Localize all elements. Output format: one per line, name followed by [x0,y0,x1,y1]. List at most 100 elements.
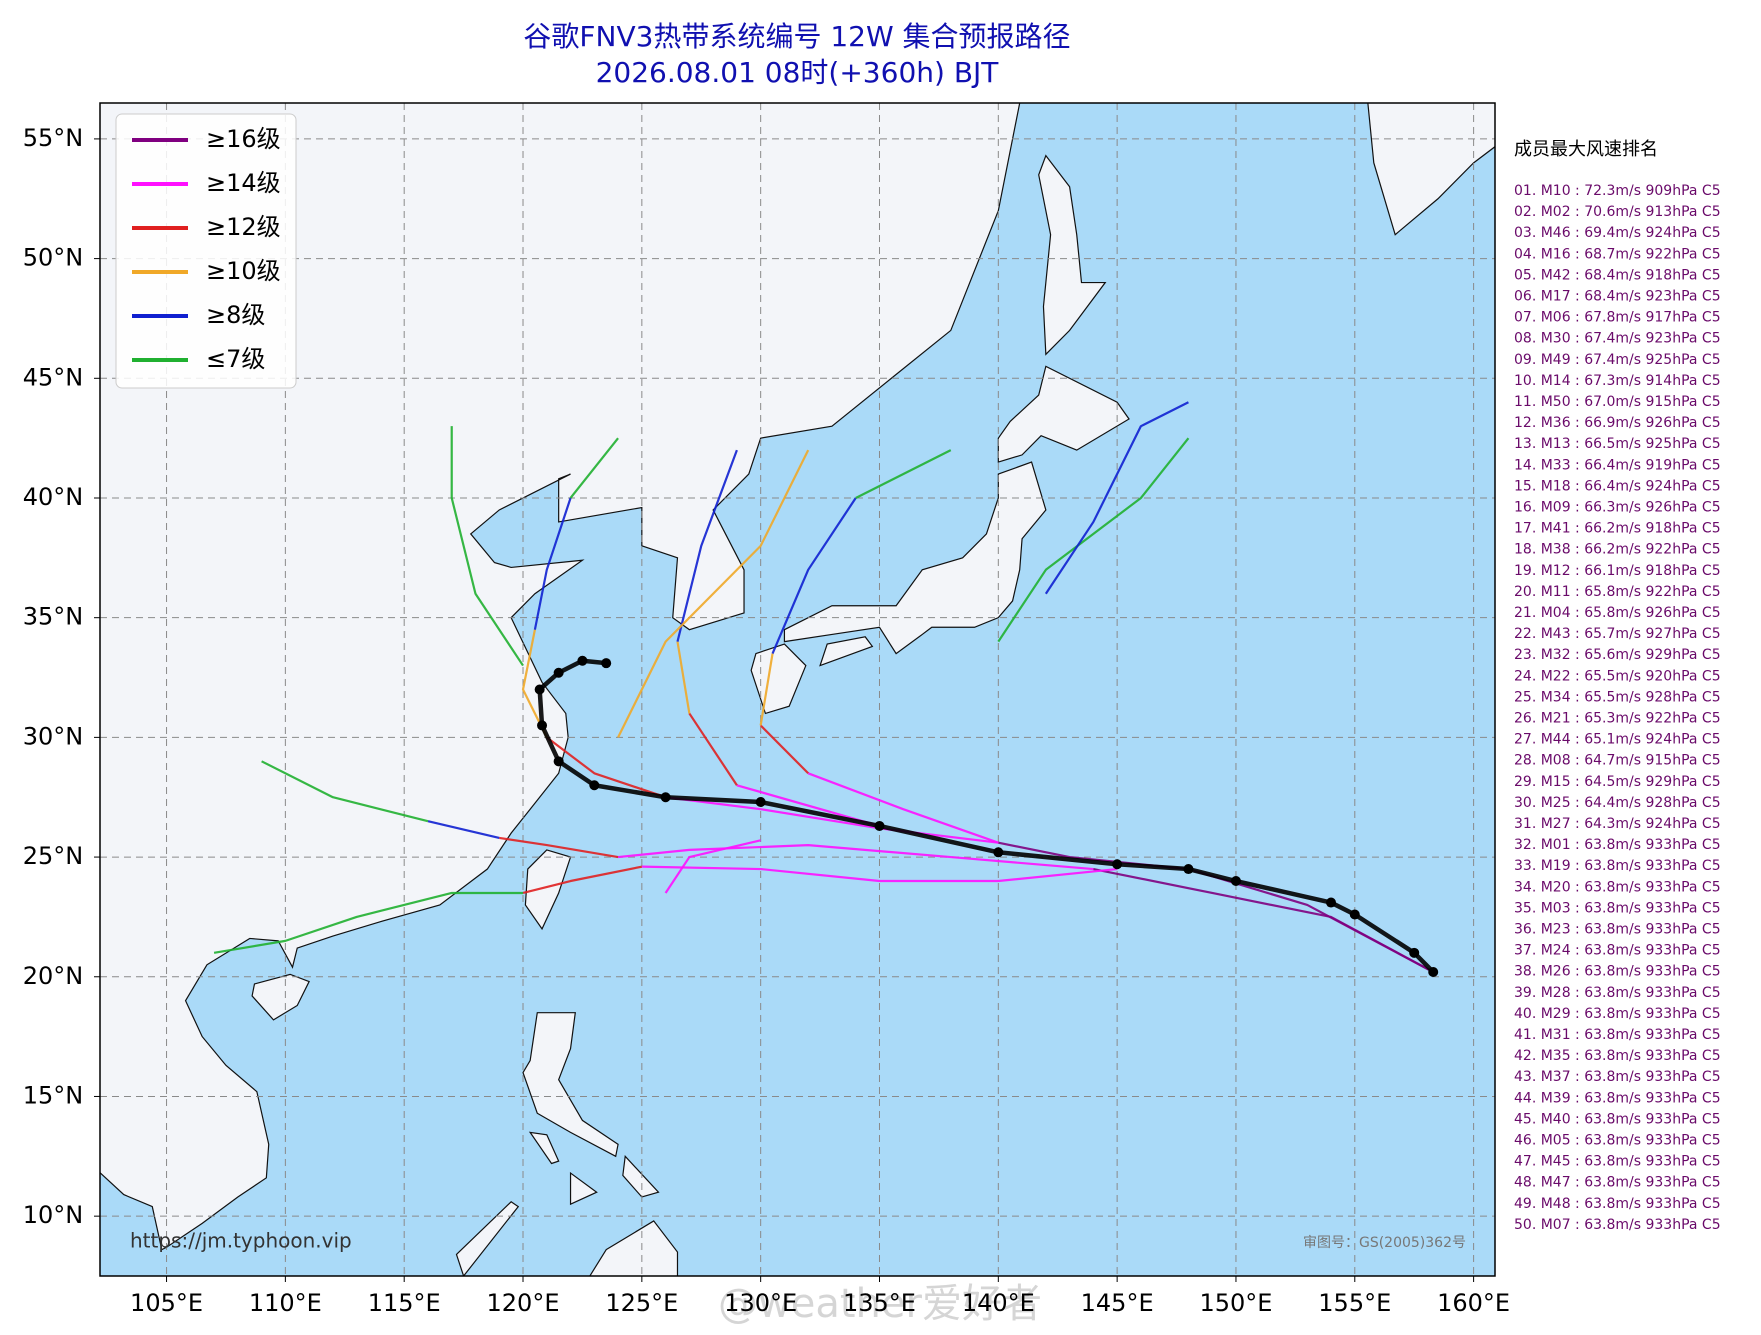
landmass [1038,154,1107,356]
ranking-item: 03. M46 : 69.4m/s 924hPa C5 [1514,225,1721,241]
x-tick-label: 115°E [368,1289,441,1317]
ranking-item: 49. M48 : 63.8m/s 933hPa C5 [1514,1196,1721,1212]
member-track [759,653,774,726]
mean-track-point [993,847,1004,858]
ranking-item: 28. M08 : 64.7m/s 915hPa C5 [1514,753,1721,769]
mean-track-point [1112,859,1123,870]
x-tick-label: 150°E [1199,1289,1272,1317]
ranking-item: 36. M23 : 63.8m/s 933hPa C5 [1514,922,1721,938]
mean-track-point [1409,947,1420,958]
x-tick-label: 140°E [962,1289,1035,1317]
landmass [251,973,310,1021]
ranking-item: 37. M24 : 63.8m/s 933hPa C5 [1514,943,1721,959]
ranking-item: 43. M37 : 63.8m/s 933hPa C5 [1514,1069,1721,1085]
member-track [522,865,643,895]
ranking-item: 05. M42 : 68.4m/s 918hPa C5 [1514,267,1721,283]
ranking-item: 20. M11 : 65.8m/s 922hPa C5 [1514,584,1721,600]
land [100,103,1495,1276]
ranking-item: 21. M04 : 65.8m/s 926hPa C5 [1514,605,1721,621]
mean-track-point [537,720,548,731]
ranking-item: 29. M15 : 64.5m/s 929hPa C5 [1514,774,1721,790]
mean-track-point [601,658,612,669]
y-tick-label: 40°N [23,483,84,511]
member-track [855,449,952,499]
ranking-item: 39. M28 : 63.8m/s 933hPa C5 [1514,985,1721,1001]
member-track [676,449,738,642]
ranking-item: 33. M19 : 63.8m/s 933hPa C5 [1514,858,1721,874]
ranking-item: 11. M50 : 67.0m/s 915hPa C5 [1514,394,1721,410]
legend: ≥16级 ≥14级 ≥12级 ≥10级 ≥8级 ≤7级 [132,125,281,373]
ranking-item: 40. M29 : 63.8m/s 933hPa C5 [1514,1006,1721,1022]
ranking-item: 07. M06 : 67.8m/s 917hPa C5 [1514,310,1721,326]
ranking-item: 04. M16 : 68.7m/s 922hPa C5 [1514,246,1721,262]
ranking-item: 19. M12 : 66.1m/s 918hPa C5 [1514,563,1721,579]
member-track [450,426,524,667]
ranking-item: 08. M30 : 67.4m/s 923hPa C5 [1514,331,1721,347]
member-track [1093,867,1434,973]
member-track [546,736,666,799]
y-tick-label: 20°N [23,962,84,990]
legend-label: ≤7级 [206,345,265,373]
mean-track-point [534,684,545,695]
ranking-item: 14. M33 : 66.4m/s 919hPa C5 [1514,457,1721,473]
ranking-item: 06. M17 : 68.4m/s 923hPa C5 [1514,289,1721,305]
ranking-item: 16. M09 : 66.3m/s 926hPa C5 [1514,500,1721,516]
member-track [1044,401,1189,595]
landmass [819,636,874,667]
member-track [997,437,1190,643]
landmass [528,1131,560,1165]
y-tick-label: 25°N [23,842,84,870]
tracks [213,401,1439,977]
legend-label: ≥8级 [206,301,265,329]
landmass [522,1012,619,1158]
legend-label: ≥16级 [206,125,281,153]
x-tick-label: 125°E [605,1289,678,1317]
ranking-item: 50. M07 : 63.8m/s 933hPa C5 [1514,1217,1721,1233]
ranking-item: 12. M36 : 66.9m/s 926hPa C5 [1514,415,1721,431]
x-tick-label: 110°E [249,1289,322,1317]
member-track [664,839,761,894]
member-track [617,449,810,738]
title: 谷歌FNV3热带系统编号 12W 集合预报路径 [523,20,1070,53]
mean-track-point [553,667,564,678]
source-url: https://jm.typhoon.vip [130,1229,352,1253]
y-tick-label: 50°N [23,244,84,272]
ranking-item: 02. M02 : 70.6m/s 913hPa C5 [1514,204,1721,220]
mean-track-point [1428,966,1439,977]
ranking-item: 34. M20 : 63.8m/s 933hPa C5 [1514,879,1721,895]
member-track [499,836,619,859]
ranking-item: 47. M45 : 63.8m/s 933hPa C5 [1514,1154,1721,1170]
x-tick-label: 130°E [724,1289,797,1317]
ranking-item: 44. M39 : 63.8m/s 933hPa C5 [1514,1090,1721,1106]
member-track [569,437,619,499]
plot-frame [99,102,1496,1277]
mean-track-point [1230,876,1241,887]
ranking-item: 38. M26 : 63.8m/s 933hPa C5 [1514,964,1721,980]
ranking-item: 27. M44 : 65.1m/s 924hPa C5 [1514,732,1721,748]
y-tick-label: 30°N [23,722,84,750]
ranking-title: 成员最大风速排名 [1514,139,1658,160]
y-tick-label: 55°N [23,124,84,152]
watermark: @weather爱好者 [718,1281,1042,1327]
ranking-item: 32. M01 : 63.8m/s 933hPa C5 [1514,837,1721,853]
member-track [617,844,1094,871]
ranking-item: 48. M47 : 63.8m/s 933hPa C5 [1514,1175,1721,1191]
mean-track-point [577,655,588,666]
y-tick-label: 10°N [23,1201,84,1229]
member-track [771,497,857,655]
mean-track-point [874,820,885,831]
approval-number: 审图号：GS(2005)362号 [1303,1235,1466,1251]
member-track [533,497,572,630]
member-track [521,629,548,738]
ranking-list: 01. M10 : 72.3m/s 909hPa C5 02. M02 : 70.… [1514,183,1721,1233]
ranking-item: 31. M27 : 64.3m/s 924hPa C5 [1514,816,1721,832]
ranking-item: 15. M18 : 66.4m/s 924hPa C5 [1514,478,1721,494]
ranking-item: 45. M40 : 63.8m/s 933hPa C5 [1514,1111,1721,1127]
x-tick-label: 135°E [843,1289,916,1317]
ranking-item: 30. M25 : 64.4m/s 928hPa C5 [1514,795,1721,811]
ranking-item: 01. M10 : 72.3m/s 909hPa C5 [1514,183,1721,199]
grid [94,103,1495,1282]
ranking-item: 24. M22 : 65.5m/s 920hPa C5 [1514,668,1721,684]
ranking-item: 10. M14 : 67.3m/s 914hPa C5 [1514,373,1721,389]
